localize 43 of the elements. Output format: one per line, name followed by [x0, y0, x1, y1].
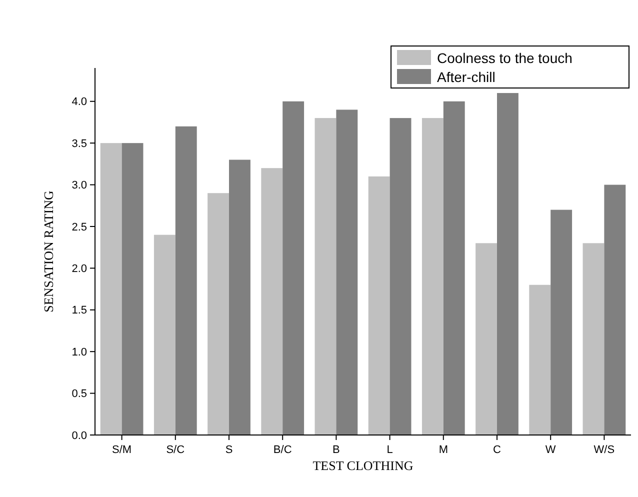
bar	[122, 143, 144, 435]
bar	[550, 210, 572, 435]
bar	[229, 160, 250, 435]
bar	[154, 234, 176, 435]
x-tick-label: C	[493, 444, 502, 456]
x-tick-label: L	[386, 444, 393, 456]
y-tick-label: 2.5	[72, 221, 87, 234]
x-tick-label: S	[225, 444, 233, 456]
x-tick-label: W/S	[594, 444, 615, 456]
bar	[582, 243, 604, 435]
y-axis-title: SENSATION RATING	[41, 190, 56, 312]
bar	[282, 101, 304, 435]
bar	[100, 143, 122, 435]
bar	[336, 110, 358, 435]
bar	[390, 118, 412, 435]
x-axis-title: TEST CLOTHING	[312, 458, 414, 473]
bar	[476, 243, 497, 435]
bar	[604, 184, 626, 435]
x-tick-label: S/M	[112, 444, 132, 456]
bar	[422, 118, 444, 435]
bar	[175, 126, 197, 435]
y-tick-label: 0.5	[72, 388, 87, 400]
bar	[368, 176, 390, 435]
legend-label: Coolness to the touch	[437, 50, 572, 66]
bar	[529, 284, 551, 435]
bar	[208, 193, 229, 435]
bar	[443, 101, 465, 435]
x-tick-label: W	[545, 444, 556, 456]
y-tick-label: 1.5	[72, 304, 87, 317]
x-tick-label: B	[332, 444, 340, 456]
y-tick-label: 3.0	[72, 180, 87, 192]
x-tick-label: M	[438, 444, 448, 456]
bar	[261, 168, 283, 435]
x-tick-label: B/C	[273, 444, 292, 456]
y-tick-label: 3.5	[72, 138, 87, 150]
y-tick-label: 4.0	[72, 96, 87, 108]
y-tick-label: 1.0	[72, 346, 87, 358]
bar	[497, 93, 518, 435]
y-tick-label: 0.0	[72, 430, 87, 442]
y-tick-label: 2.0	[72, 263, 87, 276]
legend-label: After-chill	[437, 68, 496, 85]
x-tick-label: S/C	[166, 444, 185, 456]
bar	[314, 118, 336, 435]
